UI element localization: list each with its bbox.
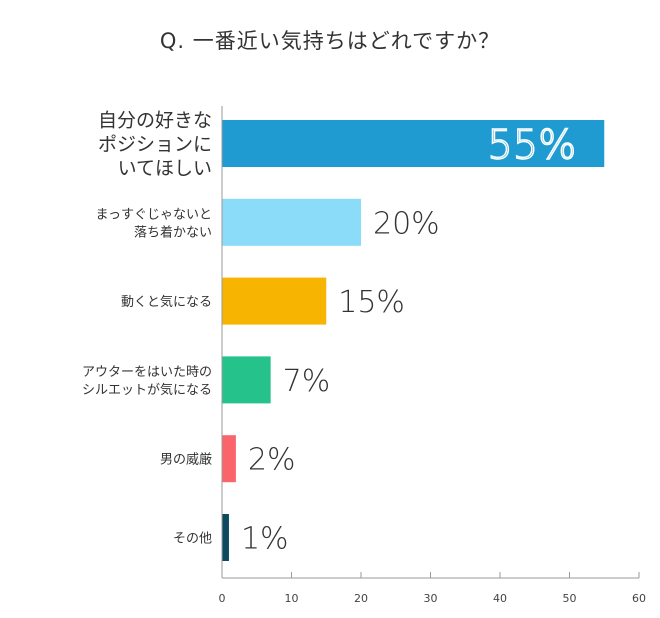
category-label: その他 (173, 532, 212, 547)
bar (222, 120, 605, 167)
value-label: 2% (248, 443, 296, 478)
category-label: まっすぐじゃないと落ち着かない (96, 207, 212, 240)
value-label: 15% (338, 285, 405, 320)
bar (222, 514, 229, 561)
category-label: 自分の好きなポジションにいてほしい (98, 110, 212, 180)
x-tick-label: 30 (424, 592, 438, 605)
bar (222, 356, 271, 404)
value-label: 1% (241, 522, 289, 557)
value-label: 20% (373, 206, 440, 241)
bar (222, 435, 236, 483)
x-tick-label: 0 (219, 592, 226, 605)
bar (222, 277, 327, 325)
category-label: アウターをはいた時のシルエットが気になる (82, 365, 212, 398)
chart-title: Q. 一番近い気持ちはどれですか？ (160, 29, 500, 53)
value-label: 7% (283, 364, 331, 399)
bar (222, 198, 361, 246)
x-tick-label: 40 (493, 592, 507, 605)
category-label: 動くと気になる (121, 294, 212, 310)
x-tick-label: 20 (354, 592, 368, 605)
value-label: 55% (487, 123, 576, 169)
x-tick-label: 10 (285, 592, 299, 605)
category-label: 男の威厳 (160, 453, 212, 468)
x-tick-label: 50 (563, 592, 577, 605)
x-tick-label: 60 (632, 592, 646, 605)
